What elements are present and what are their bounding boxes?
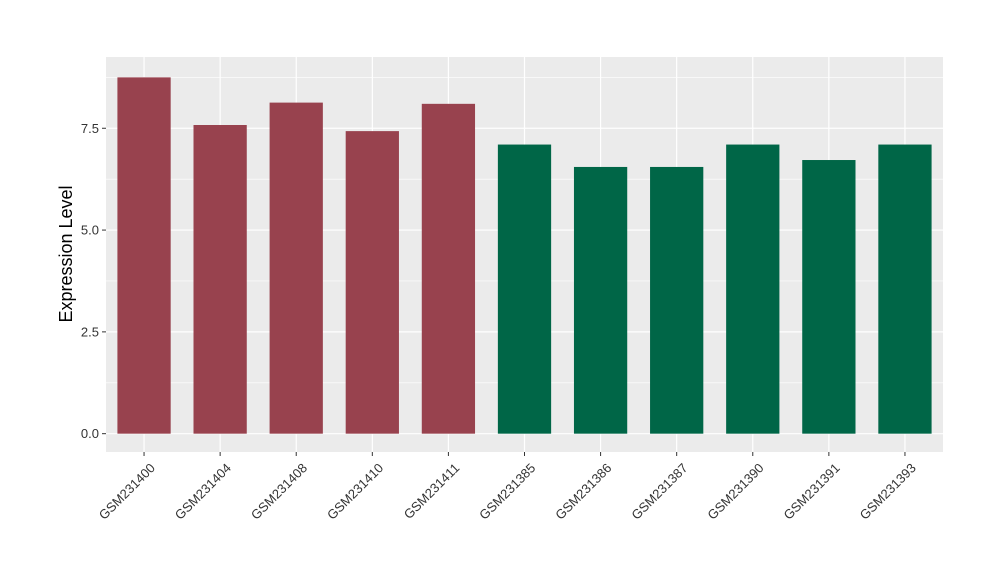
bar-GSM231393 bbox=[878, 144, 932, 434]
x-tick-label: GSM231393 bbox=[857, 460, 919, 522]
bar-GSM231390 bbox=[726, 144, 780, 434]
x-tick-label: GSM231408 bbox=[248, 460, 310, 522]
bar-GSM231387 bbox=[650, 166, 704, 434]
x-tick-label: GSM231410 bbox=[324, 460, 386, 522]
y-tick-label: 7.5 bbox=[81, 121, 99, 136]
bar-GSM231391 bbox=[802, 160, 856, 434]
y-tick-label: 2.5 bbox=[81, 324, 99, 339]
x-tick-label: GSM231400 bbox=[96, 460, 158, 522]
bar-GSM231400 bbox=[117, 77, 171, 434]
x-tick-label: GSM231404 bbox=[172, 460, 234, 522]
x-axis: GSM231400 GSM231404 GSM231408 GSM231410 GSM2… bbox=[96, 452, 919, 523]
y-tick-label: 0.0 bbox=[81, 426, 99, 441]
bar-GSM231385 bbox=[497, 144, 552, 434]
bar-GSM231404 bbox=[193, 125, 247, 434]
bars bbox=[117, 77, 932, 434]
y-axis: 0.0 2.5 5.0 7.5 bbox=[81, 121, 106, 441]
bar-GSM231408 bbox=[269, 102, 323, 434]
x-tick-label: GSM231391 bbox=[781, 460, 843, 522]
bar-GSM231411 bbox=[421, 103, 476, 434]
x-tick-label: GSM231390 bbox=[704, 460, 766, 522]
x-tick-label: GSM231385 bbox=[476, 460, 538, 522]
x-tick-label: GSM231386 bbox=[552, 460, 614, 522]
bar-GSM231386 bbox=[573, 166, 628, 434]
x-tick-label: GSM231411 bbox=[401, 460, 463, 522]
bar-GSM231410 bbox=[345, 131, 399, 434]
x-tick-label: GSM231387 bbox=[628, 460, 690, 522]
y-axis-title: Expression Level bbox=[56, 185, 76, 322]
y-tick-label: 5.0 bbox=[81, 223, 99, 238]
